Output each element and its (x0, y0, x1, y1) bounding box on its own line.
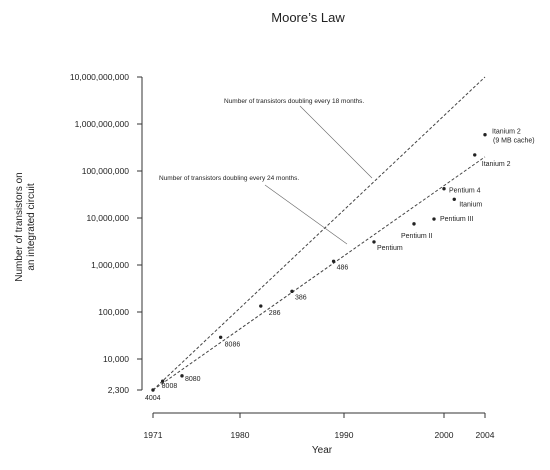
x-tick-label: 1971 (144, 430, 163, 440)
data-point (483, 133, 487, 137)
data-point (412, 222, 416, 226)
x-ticks: 1971 1980 1990 2000 2004 (144, 413, 495, 440)
y-tick-label: 2,300 (108, 385, 130, 395)
data-point (151, 388, 155, 392)
data-point-label: 8008 (162, 383, 178, 390)
y-tick-label: 10,000,000 (86, 213, 129, 223)
data-point-label: Pentium 4 (449, 188, 481, 195)
data-point-label: 286 (269, 310, 281, 317)
data-point-label: 4004 (145, 395, 161, 402)
trend-line (152, 76, 486, 391)
data-point (452, 197, 456, 201)
data-point-label: 386 (295, 294, 307, 301)
data-point (473, 153, 477, 157)
y-tick-label: 100,000 (98, 307, 129, 317)
data-point (442, 187, 446, 191)
y-axis-title-line-1: Number of transistors on (14, 172, 25, 282)
data-point-label: 8086 (225, 341, 241, 348)
y-tick-label: 1,000,000,000 (75, 119, 130, 129)
trend-lines: Number of transistors doubling every 18 … (152, 76, 486, 391)
data-point-label: Itanium (459, 201, 482, 208)
y-tick-label: 1,000,000 (91, 260, 129, 270)
trend-line (152, 156, 486, 391)
data-point (290, 289, 294, 294)
annotation-leader-line (299, 105, 373, 179)
y-ticks: 2,300 10,000 100,000 1,000,000 10,000,000 100… (70, 72, 142, 395)
data-point-label: Pentium II (401, 233, 433, 240)
data-point-label: 8080 (185, 376, 201, 383)
y-axis-title-line-2: an integrated circuit (26, 183, 37, 270)
data-point-label: 486 (337, 264, 349, 271)
data-point (160, 379, 165, 383)
annotation-leader-line (264, 184, 348, 245)
chart-title: Moore’s Law (271, 10, 345, 25)
data-point (180, 374, 184, 378)
data-point-label: Itanium 2 (492, 129, 521, 136)
data-point-label: Itanium 2 (482, 161, 511, 168)
y-axis-title: Number of transistors on an integrated c… (14, 172, 37, 282)
data-point (331, 259, 336, 263)
data-point-label: Pentium (377, 245, 403, 252)
x-tick-label: 1980 (231, 430, 250, 440)
data-point-label-line-2: (9 MB cache) (493, 138, 535, 145)
y-tick-label: 10,000,000,000 (70, 72, 129, 82)
data-point (432, 217, 436, 221)
data-point (259, 304, 263, 308)
data-point-label: Pentium III (440, 216, 474, 223)
trend-annotation: Number of transistors doubling every 18 … (224, 98, 364, 105)
data-point (218, 335, 223, 339)
x-tick-label: 1990 (335, 430, 354, 440)
y-tick-label: 10,000 (103, 354, 129, 364)
data-point (372, 240, 376, 244)
x-tick-label: 2004 (476, 430, 495, 440)
y-tick-label: 100,000,000 (82, 166, 130, 176)
x-axis-title: Year (312, 445, 333, 456)
trend-annotation: Number of transistors doubling every 24 … (159, 175, 299, 182)
x-tick-label: 2000 (435, 430, 454, 440)
